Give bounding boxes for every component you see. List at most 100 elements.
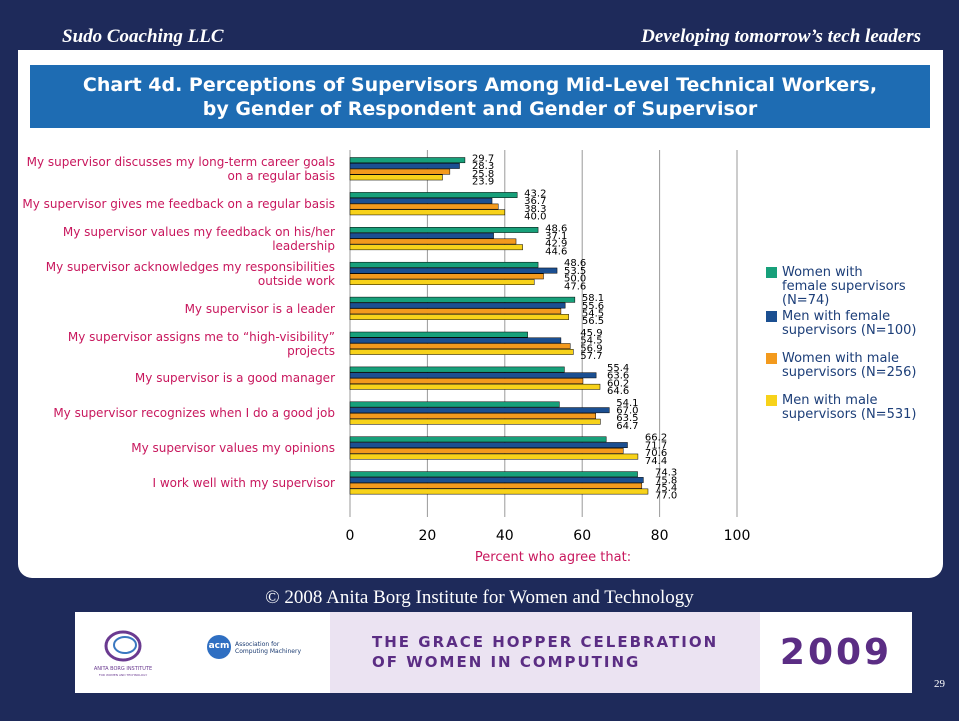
bar	[349, 163, 460, 169]
legend-label: Men with male supervisors (N=531)	[782, 393, 917, 422]
bar	[349, 302, 566, 309]
value-label: 57.7	[580, 351, 602, 362]
value-label: 40.0	[524, 212, 546, 223]
value-label: 48.6	[545, 223, 567, 234]
event-name: THE GRACE HOPPER CELEBRATION OF WOMEN IN…	[330, 612, 760, 693]
value-label: 54.5	[580, 336, 602, 347]
bar	[349, 337, 562, 344]
category-label: My supervisor gives me feedback on a reg…	[22, 196, 335, 211]
event-year: 2009	[760, 612, 912, 693]
value-label: 47.6	[564, 281, 586, 292]
bar	[349, 407, 610, 414]
bar	[349, 383, 601, 390]
bar	[349, 413, 596, 419]
bar	[349, 314, 569, 320]
bar	[349, 209, 506, 216]
value-label: 55.4	[607, 363, 629, 374]
value-label: 44.6	[545, 246, 567, 257]
x-tick-label: 40	[496, 528, 514, 544]
bar	[349, 447, 624, 454]
logo-box: ANITA BORG INSTITUTE FOR WOMEN AND TECHN…	[75, 612, 330, 693]
value-label: 50.0	[564, 274, 586, 285]
value-label: 63.5	[616, 413, 638, 424]
value-label: 38.3	[524, 204, 546, 215]
x-tick-label: 80	[651, 528, 669, 544]
bar	[349, 273, 544, 280]
bar	[349, 157, 466, 164]
bar	[349, 378, 584, 384]
value-label: 58.1	[582, 293, 604, 304]
bar	[349, 372, 597, 379]
category-label: I work well with my supervisor	[152, 476, 335, 491]
bar	[349, 261, 539, 268]
value-label: 43.2	[524, 188, 546, 199]
legend-swatch	[766, 395, 777, 406]
category-label: My supervisor acknowledges my responsibi…	[45, 259, 335, 288]
bar	[349, 308, 562, 315]
value-label: 64.7	[616, 421, 638, 432]
logo1-sub: FOR WOMEN AND TECHNOLOGY	[98, 673, 148, 677]
value-label: 70.6	[645, 448, 667, 459]
value-label: 55.6	[582, 301, 604, 312]
bar	[349, 442, 628, 449]
header-right: Developing tomorrow’s tech leaders	[641, 26, 921, 47]
bar	[349, 366, 565, 373]
value-label: 64.6	[607, 386, 629, 397]
category-label: My supervisor values my opinions	[131, 441, 335, 456]
bar	[349, 349, 574, 355]
legend-label: Women with male supervisors (N=256)	[782, 351, 917, 380]
bar	[349, 418, 601, 425]
category-label: My supervisor values my feedback on his/…	[62, 224, 335, 253]
value-label: 48.6	[564, 258, 586, 269]
bar	[349, 232, 494, 239]
bar	[349, 436, 607, 443]
value-label: 60.2	[607, 378, 629, 389]
bar	[349, 238, 517, 245]
value-label: 29.7	[472, 154, 494, 165]
acm-mark: acm	[208, 641, 230, 651]
bar	[349, 267, 558, 274]
logo-swirl	[113, 636, 137, 654]
x-tick-label: 100	[724, 528, 751, 544]
value-label: 54.1	[616, 398, 638, 409]
logo-swirl	[104, 630, 142, 662]
bar	[349, 174, 443, 181]
category-label: My supervisor recognizes when I do a goo…	[53, 406, 335, 421]
x-tick-label: 0	[346, 528, 355, 544]
value-label: 75.8	[655, 475, 677, 486]
value-label: 42.9	[545, 239, 567, 250]
bar	[349, 203, 499, 210]
copyright: © 2008 Anita Borg Institute for Women an…	[265, 587, 694, 608]
value-label: 77.0	[655, 491, 677, 502]
value-label: 37.1	[545, 231, 567, 242]
value-label: 56.5	[582, 316, 604, 327]
chart-title: Chart 4d. Perceptions of Supervisors Amo…	[30, 65, 930, 128]
x-tick-label: 60	[573, 528, 591, 544]
category-label: My supervisor is a leader	[184, 301, 335, 316]
header-left: Sudo Coaching LLC	[62, 26, 224, 47]
bar	[349, 488, 649, 495]
logos	[104, 630, 231, 662]
bar	[349, 244, 523, 251]
value-label: 25.8	[472, 169, 494, 180]
value-label: 75.4	[655, 483, 677, 494]
bar	[349, 471, 638, 478]
bar	[349, 197, 493, 204]
value-label: 36.7	[524, 196, 546, 207]
category-label: My supervisor assigns me to “high-visibi…	[67, 329, 335, 358]
category-label: My supervisor is a good manager	[134, 371, 335, 386]
bar	[349, 401, 560, 408]
bar	[349, 331, 528, 338]
logo1-text: ANITA BORG INSTITUTE	[93, 666, 153, 672]
bar	[349, 343, 571, 350]
value-label: 74.3	[655, 468, 677, 479]
value-label: 74.4	[645, 456, 667, 467]
legend-label: Women with female supervisors (N=74)	[782, 265, 906, 308]
value-label: 63.6	[607, 371, 629, 382]
page-number: 29	[934, 678, 945, 690]
value-label: 71.7	[645, 440, 667, 451]
value-label: 45.9	[580, 328, 602, 339]
